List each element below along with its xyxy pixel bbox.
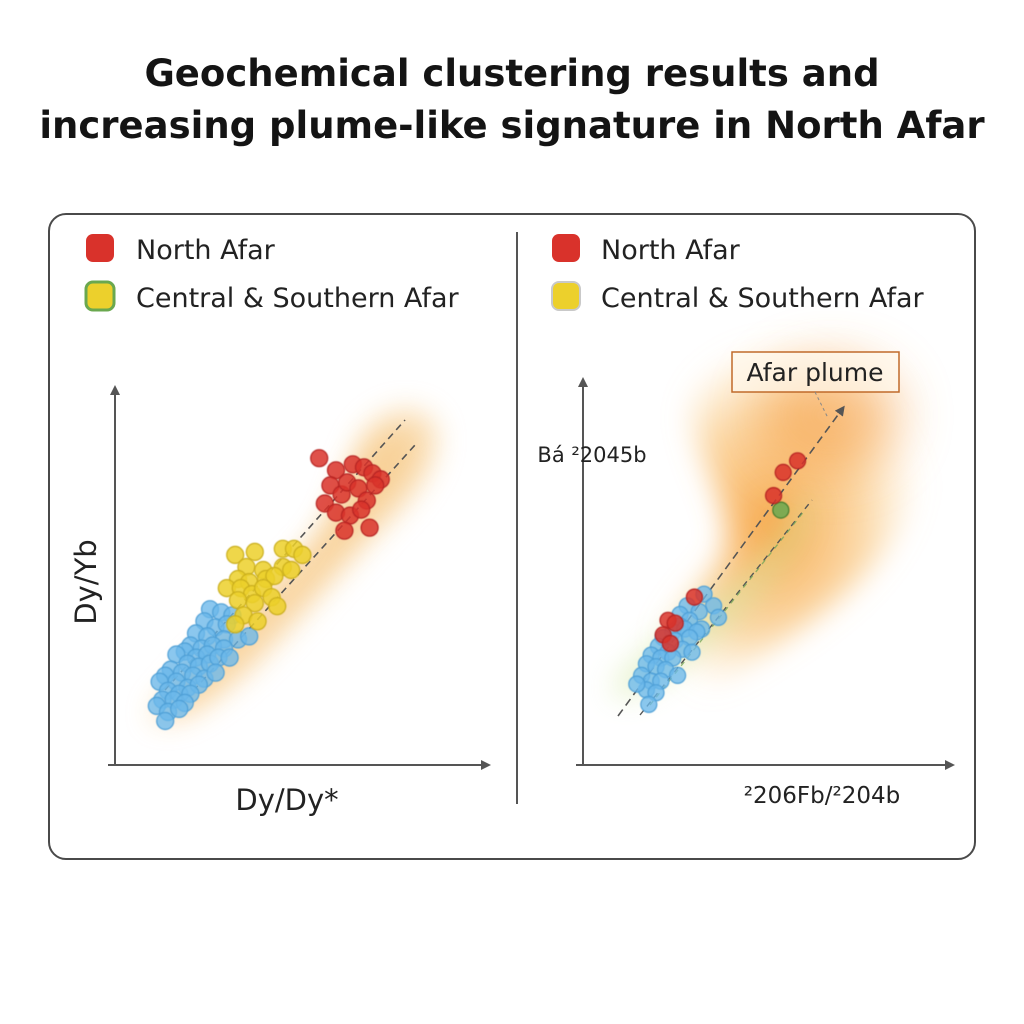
right-y-axis-label: Bá ²2045b — [537, 443, 646, 467]
left-legend-central-swatch — [84, 280, 116, 312]
left-point-central-19 — [245, 594, 264, 613]
afar-plume-annotation-label: Afar plume — [747, 358, 884, 387]
left-cluster-core-glow — [170, 430, 415, 706]
left-point-central-1 — [245, 542, 264, 562]
afar-plume-annotation-box — [731, 351, 900, 393]
figure-frame — [48, 213, 976, 860]
afar-plume-annotation: Afar plume — [731, 351, 900, 419]
panel-divider — [516, 232, 518, 804]
right-legend: North Afar Central & Southern Afar — [551, 234, 924, 314]
left-point-north-0 — [310, 449, 329, 468]
right-point-north-2 — [764, 487, 783, 505]
page-title: Geochemical clustering results and incre… — [0, 48, 1024, 152]
left-point-blue-27 — [206, 663, 225, 682]
right-point-north-3 — [685, 588, 704, 606]
right-point-blue-32 — [640, 695, 658, 714]
right-point-north-5 — [666, 614, 684, 632]
left-legend-north-swatch — [86, 234, 114, 262]
left-point-blue-14 — [240, 627, 259, 646]
left-point-north-11 — [366, 476, 385, 495]
panel-right: North Afar Central & Southern Afar Afar … — [537, 234, 955, 809]
left-point-blue-42 — [170, 699, 189, 719]
left-point-north-17 — [335, 521, 354, 540]
right-point-blue-31 — [628, 675, 646, 693]
left-point-central-12 — [265, 566, 284, 586]
right-point-north-7 — [661, 634, 680, 653]
right-point-blue-25 — [668, 666, 687, 685]
right-legend-central-swatch — [551, 281, 581, 311]
right-point-central-0 — [772, 501, 790, 519]
left-point-central-8 — [282, 560, 301, 580]
left-point-central-0 — [226, 545, 245, 565]
left-y-axis-label: Dy/Yb — [69, 539, 103, 624]
left-data-points — [147, 449, 390, 731]
left-point-central-22 — [248, 612, 267, 631]
left-point-central-23 — [226, 615, 245, 634]
left-point-north-16 — [360, 518, 379, 537]
left-legend-central-label: Central & Southern Afar — [136, 283, 459, 314]
afar-plume-annotation-leader — [814, 391, 829, 419]
page-title-line-1: Geochemical clustering results and — [144, 52, 880, 95]
right-x-axis-label: ²206Fb/²204b — [744, 783, 900, 809]
left-legend-north-label: North Afar — [136, 235, 276, 266]
left-point-blue-43 — [156, 711, 175, 731]
right-point-north-0 — [788, 452, 807, 470]
left-point-blue-28 — [220, 648, 239, 667]
right-data-points — [628, 452, 807, 714]
left-point-central-18 — [228, 591, 248, 610]
right-point-blue-5 — [709, 608, 728, 627]
right-legend-north-label: North Afar — [601, 235, 741, 266]
right-point-blue-21 — [683, 643, 701, 661]
page-title-line-2: increasing plume-like signature in North… — [39, 104, 985, 147]
panel-left: North Afar Central & Southern Afar Dy/Dy… — [69, 234, 491, 817]
right-legend-central-label: Central & Southern Afar — [601, 283, 924, 314]
right-point-north-1 — [774, 463, 792, 481]
left-trend-line-lower — [184, 444, 416, 701]
right-legend-north-swatch — [552, 234, 580, 262]
left-point-central-20 — [268, 597, 287, 616]
left-point-north-15 — [352, 500, 371, 519]
left-point-central-4 — [293, 545, 312, 565]
left-legend: North Afar Central & Southern Afar — [84, 234, 459, 314]
left-x-axis-label: Dy/Dy* — [235, 783, 338, 817]
